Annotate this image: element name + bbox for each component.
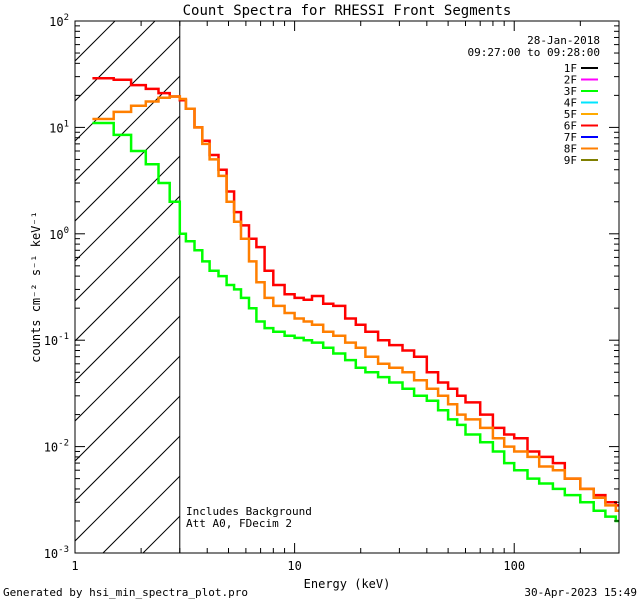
footer-generated-by: Generated by hsi_min_spectra_plot.pro xyxy=(3,586,248,599)
y-tick-label: 100 xyxy=(49,226,69,242)
legend-label-5F: 5F xyxy=(564,108,577,121)
series-layer xyxy=(92,76,619,523)
y-tick-label: 10-1 xyxy=(44,332,69,348)
legend-label-6F: 6F xyxy=(564,120,577,133)
legend-label-3F: 3F xyxy=(564,85,577,98)
time-range-label: 09:27:00 to 09:28:00 xyxy=(468,46,600,59)
x-tick-label: 1 xyxy=(71,559,78,573)
x-tick-label: 100 xyxy=(503,559,525,573)
legend-label-7F: 7F xyxy=(564,131,577,144)
hatch-line xyxy=(75,21,156,102)
y-tick-label: 102 xyxy=(49,13,69,29)
legend-label-8F: 8F xyxy=(564,143,577,156)
annotation-background: Includes Background xyxy=(186,505,312,518)
x-axis-label: Energy (keV) xyxy=(304,577,391,591)
y-axis-label: counts cm⁻² s⁻¹ keV⁻¹ xyxy=(29,211,43,363)
legend-label-2F: 2F xyxy=(564,74,577,87)
legend-label-4F: 4F xyxy=(564,97,577,110)
hatch-line xyxy=(75,21,196,142)
series-3F xyxy=(92,121,619,523)
axes: 1 10 100 102 101 100 10-1 10-2 10-3 xyxy=(44,13,620,573)
annotation-attenuator: Att A0, FDecim 2 xyxy=(186,517,292,530)
excluded-region-hatch xyxy=(75,21,619,553)
chart-title: Count Spectra for RHESSI Front Segments xyxy=(183,3,512,19)
y-tick-label: 10-3 xyxy=(44,545,69,561)
footer-timestamp: 30-Apr-2023 15:49 xyxy=(524,586,637,599)
legend-label-1F: 1F xyxy=(564,62,577,75)
series-8F xyxy=(92,95,619,512)
plot-frame xyxy=(74,20,620,554)
hatch-mask xyxy=(179,21,619,553)
legend-label-9F: 9F xyxy=(564,154,577,167)
date-label: 28-Jan-2018 xyxy=(527,34,600,47)
y-tick-label: 10-2 xyxy=(44,439,69,455)
hatch-line xyxy=(75,21,116,62)
y-tick-label: 101 xyxy=(49,119,69,135)
hatch-line xyxy=(75,21,236,182)
x-tick-label: 10 xyxy=(287,559,301,573)
